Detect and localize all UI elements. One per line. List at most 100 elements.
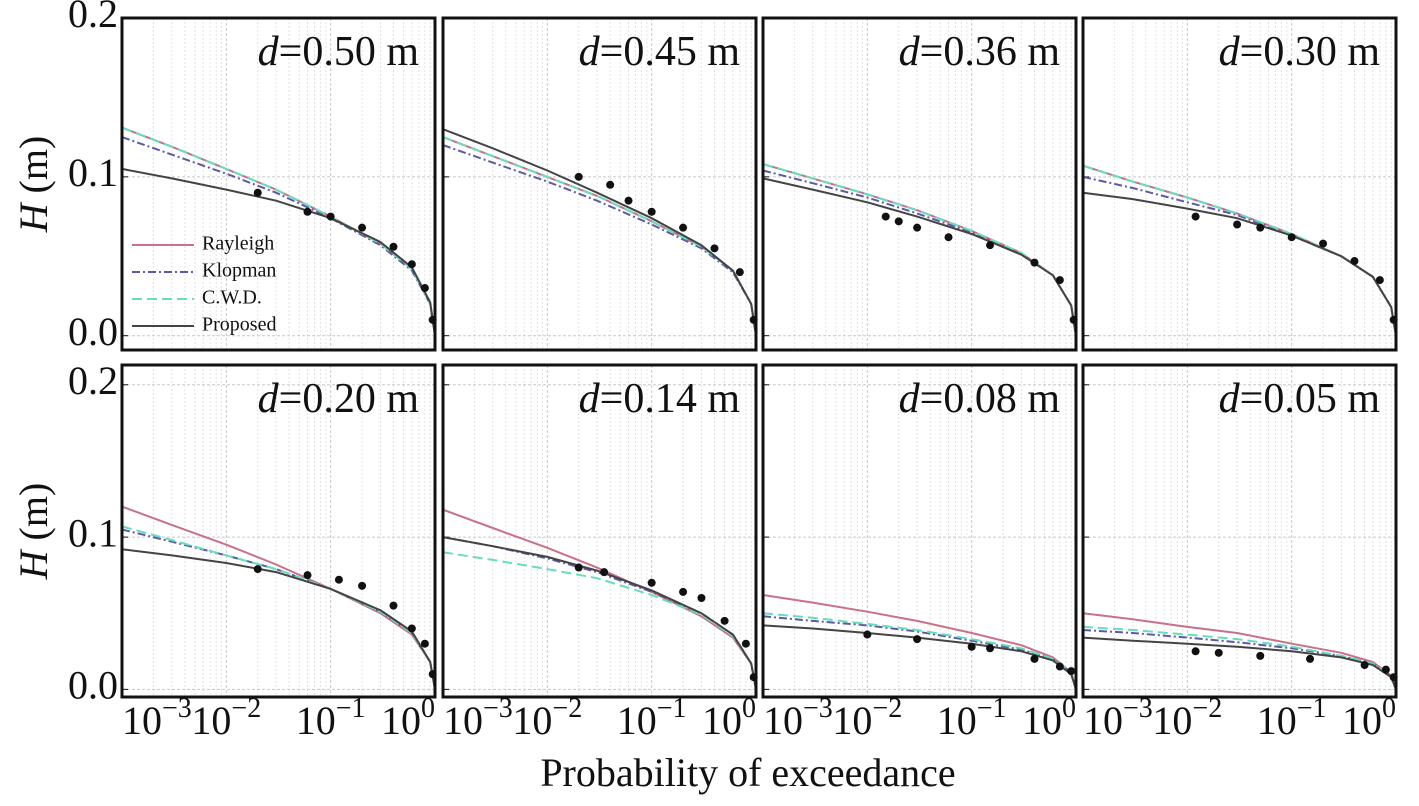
measured-point bbox=[647, 207, 656, 216]
measured-point bbox=[1319, 239, 1328, 248]
x-tick-label: 10−3 bbox=[122, 693, 192, 743]
panel-title: d=0.45 m bbox=[579, 29, 741, 75]
measured-point bbox=[389, 242, 398, 251]
legend-label: Proposed bbox=[202, 314, 276, 336]
measured-point bbox=[647, 578, 656, 587]
measured-point bbox=[986, 644, 995, 653]
y-axis-label: H (m) bbox=[11, 483, 56, 581]
measured-point bbox=[863, 630, 872, 639]
x-tick-label: 10−2 bbox=[832, 693, 902, 743]
measured-point bbox=[1233, 220, 1242, 229]
x-tick-label: 10−3 bbox=[763, 693, 833, 743]
measured-point bbox=[1360, 661, 1369, 670]
panel-title: d=0.05 m bbox=[1219, 376, 1381, 422]
x-tick-label: 10−1 bbox=[296, 693, 366, 743]
measured-point bbox=[741, 639, 750, 648]
measured-point bbox=[720, 616, 729, 625]
measured-point bbox=[574, 172, 583, 181]
measured-point bbox=[624, 196, 633, 205]
plot-frame bbox=[120, 16, 437, 352]
measured-point bbox=[334, 575, 343, 584]
plot-frame bbox=[1081, 363, 1398, 699]
series-line bbox=[762, 612, 1077, 690]
y-tick-label: 0.0 bbox=[68, 663, 118, 708]
x-tick-label: 10−2 bbox=[1152, 693, 1222, 743]
panel-title: d=0.20 m bbox=[258, 376, 420, 422]
series-line bbox=[121, 548, 436, 690]
legend-label: C.W.D. bbox=[202, 287, 262, 309]
x-tick-label: 100 bbox=[1342, 693, 1396, 743]
plot-frame bbox=[761, 16, 1078, 352]
panel-title: d=0.14 m bbox=[579, 376, 741, 422]
plot-frame bbox=[441, 363, 758, 699]
measured-point bbox=[710, 244, 719, 253]
measured-point bbox=[606, 180, 615, 189]
panel-title: d=0.50 m bbox=[258, 29, 420, 75]
plot-area bbox=[443, 365, 756, 697]
measured-point bbox=[574, 563, 583, 572]
measured-point bbox=[1381, 665, 1390, 674]
series-line bbox=[442, 536, 757, 690]
measured-point bbox=[303, 571, 312, 580]
measured-point bbox=[986, 241, 995, 250]
y-tick-label: 0.2 bbox=[68, 0, 118, 36]
plot-frame bbox=[761, 363, 1078, 699]
y-tick-label: 0.1 bbox=[68, 150, 118, 195]
panel-title: d=0.30 m bbox=[1219, 29, 1381, 75]
measured-point bbox=[303, 207, 312, 216]
legend-label: Klopman bbox=[202, 260, 276, 282]
panel-title: d=0.08 m bbox=[899, 376, 1061, 422]
measured-point bbox=[1306, 654, 1315, 663]
measured-point bbox=[1350, 257, 1359, 266]
series-line bbox=[442, 551, 757, 690]
measured-point bbox=[420, 639, 429, 648]
y-tick-label: 0.0 bbox=[68, 309, 118, 354]
measured-point bbox=[1030, 654, 1039, 663]
measured-point bbox=[1055, 662, 1064, 671]
plot-frame bbox=[1081, 16, 1398, 352]
measured-point bbox=[735, 268, 744, 277]
measured-point bbox=[1191, 647, 1200, 656]
measured-point bbox=[253, 188, 262, 197]
measured-point bbox=[1256, 651, 1265, 660]
measured-point bbox=[697, 594, 706, 603]
measured-point bbox=[1214, 648, 1223, 657]
measured-point bbox=[881, 212, 890, 221]
y-axis-label: H (m) bbox=[11, 136, 56, 234]
measured-point bbox=[913, 635, 922, 644]
x-tick-label: 10−3 bbox=[1083, 693, 1153, 743]
plot-frame bbox=[441, 16, 758, 352]
legend-label: Rayleigh bbox=[202, 233, 274, 255]
plot-frame bbox=[120, 363, 437, 699]
measured-point bbox=[1030, 258, 1039, 267]
series-line bbox=[762, 169, 1077, 336]
measured-point bbox=[389, 601, 398, 610]
x-tick-label: 10−1 bbox=[1257, 693, 1327, 743]
measured-point bbox=[253, 565, 262, 574]
measured-point bbox=[913, 223, 922, 232]
plot-area bbox=[443, 18, 756, 350]
panel-title: d=0.36 m bbox=[899, 29, 1061, 75]
measured-point bbox=[1067, 667, 1076, 676]
x-tick-label: 100 bbox=[702, 693, 756, 743]
measured-point bbox=[967, 642, 976, 651]
x-tick-label: 10−2 bbox=[512, 693, 582, 743]
x-tick-label: 100 bbox=[381, 693, 435, 743]
measured-point bbox=[1256, 223, 1265, 232]
x-tick-label: 100 bbox=[1022, 693, 1076, 743]
measured-point bbox=[358, 581, 367, 590]
measured-point bbox=[1055, 276, 1064, 285]
series-line bbox=[762, 177, 1077, 336]
measured-point bbox=[358, 223, 367, 232]
measured-point bbox=[326, 212, 335, 221]
plot-area bbox=[122, 18, 435, 350]
plot-area bbox=[122, 365, 435, 697]
series-line bbox=[442, 128, 757, 336]
x-tick-label: 10−2 bbox=[191, 693, 261, 743]
measured-point bbox=[1375, 276, 1384, 285]
measured-point bbox=[1287, 233, 1296, 242]
x-tick-label: 10−1 bbox=[617, 693, 687, 743]
x-axis-label: Probability of exceedance bbox=[540, 750, 955, 795]
